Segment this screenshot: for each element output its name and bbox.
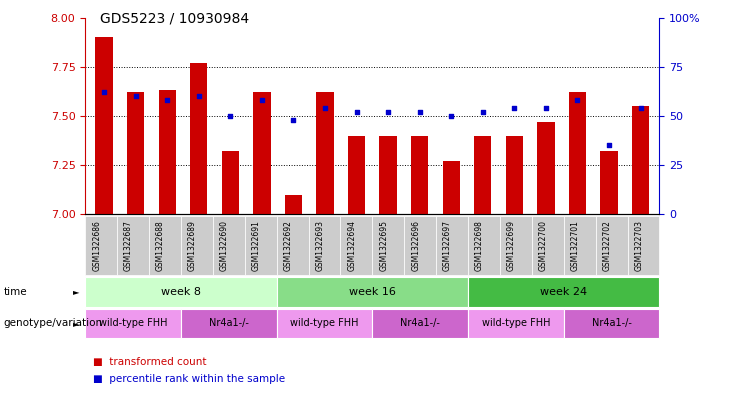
Text: GSM1322702: GSM1322702 (602, 220, 611, 271)
Text: GSM1322695: GSM1322695 (379, 220, 388, 271)
Bar (285, 195, 302, 214)
Bar (316, 92, 333, 214)
Point (130, 93, 142, 99)
Bar (253, 92, 270, 214)
Text: GSM1322693: GSM1322693 (316, 220, 325, 271)
Point (508, 105, 520, 111)
Text: GSM1322688: GSM1322688 (156, 220, 165, 271)
Bar (127, 92, 144, 214)
Point (382, 109, 394, 115)
Text: wild-type FHH: wild-type FHH (99, 318, 167, 328)
Text: week 8: week 8 (161, 287, 201, 297)
Bar (505, 136, 523, 214)
Text: GSM1322699: GSM1322699 (507, 220, 516, 271)
Point (319, 105, 331, 111)
Text: genotype/variation: genotype/variation (4, 318, 103, 328)
Point (603, 142, 615, 149)
Text: week 16: week 16 (349, 287, 396, 297)
Text: GSM1322694: GSM1322694 (348, 220, 356, 271)
Bar (474, 136, 491, 214)
Text: GSM1322686: GSM1322686 (92, 220, 102, 271)
Point (193, 93, 205, 99)
Point (256, 97, 268, 103)
Bar (190, 63, 207, 214)
Bar (348, 136, 365, 214)
Point (99, 89, 110, 95)
Bar (632, 106, 649, 214)
Text: ■  transformed count: ■ transformed count (93, 356, 206, 367)
Text: GSM1322697: GSM1322697 (443, 220, 452, 271)
Text: GSM1322703: GSM1322703 (634, 220, 643, 271)
Point (477, 109, 489, 115)
Bar (222, 151, 239, 214)
Point (540, 105, 552, 111)
Bar (411, 136, 428, 214)
Point (413, 109, 425, 115)
Bar (379, 136, 397, 214)
Text: GDS5223 / 10930984: GDS5223 / 10930984 (100, 12, 249, 26)
Bar (600, 151, 618, 214)
Text: GSM1322696: GSM1322696 (411, 220, 420, 271)
Point (350, 109, 362, 115)
Bar (159, 90, 176, 214)
Text: GSM1322690: GSM1322690 (220, 220, 229, 271)
Text: Nr4a1-/-: Nr4a1-/- (400, 318, 440, 328)
Text: Nr4a1-/-: Nr4a1-/- (209, 318, 249, 328)
Bar (569, 92, 586, 214)
Bar (96, 37, 113, 214)
Text: wild-type FHH: wild-type FHH (482, 318, 550, 328)
Text: GSM1322689: GSM1322689 (188, 220, 197, 271)
Point (571, 97, 583, 103)
Bar (442, 161, 460, 214)
Point (445, 113, 457, 119)
Text: Nr4a1-/-: Nr4a1-/- (592, 318, 631, 328)
Point (634, 105, 646, 111)
Text: wild-type FHH: wild-type FHH (290, 318, 359, 328)
Point (225, 113, 236, 119)
Text: ■  percentile rank within the sample: ■ percentile rank within the sample (93, 374, 285, 384)
Point (288, 117, 299, 123)
Text: GSM1322698: GSM1322698 (475, 220, 484, 271)
Text: GSM1322692: GSM1322692 (284, 220, 293, 271)
Text: GSM1322701: GSM1322701 (571, 220, 579, 271)
Text: ►: ► (73, 287, 79, 296)
Point (162, 97, 173, 103)
Text: GSM1322687: GSM1322687 (124, 220, 133, 271)
Text: GSM1322700: GSM1322700 (539, 220, 548, 271)
Text: time: time (4, 287, 27, 297)
Bar (537, 122, 554, 214)
Text: ►: ► (73, 319, 79, 328)
Text: week 24: week 24 (540, 287, 588, 297)
Text: GSM1322691: GSM1322691 (252, 220, 261, 271)
